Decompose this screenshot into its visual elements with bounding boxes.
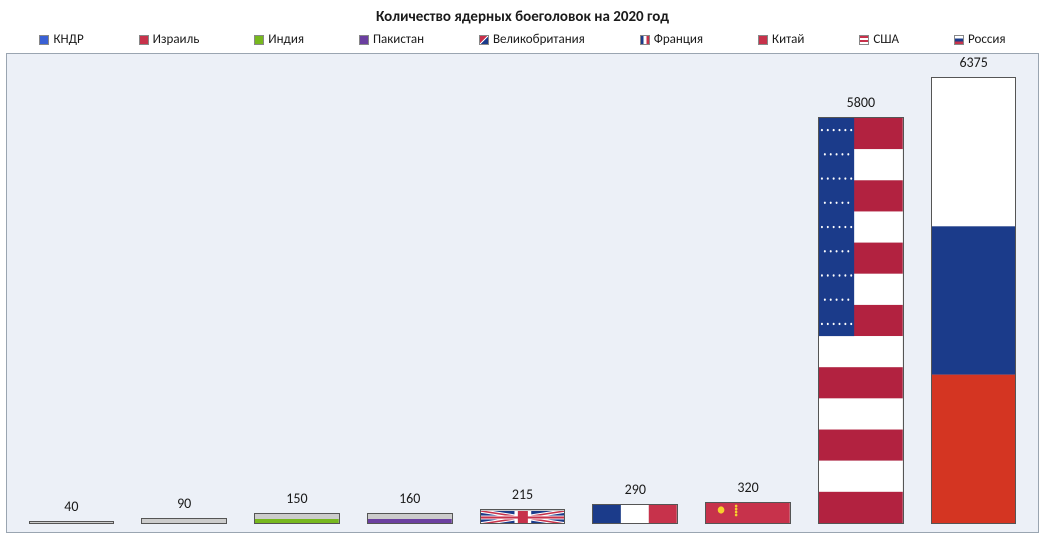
legend-swatch-icon — [39, 35, 49, 45]
bar-value-label: 6375 — [959, 54, 987, 71]
legend-label: Россия — [968, 32, 1006, 47]
bar-slot: 160 — [353, 54, 466, 524]
bar-slot: 320 — [692, 54, 805, 524]
legend-item: Израиль — [139, 32, 200, 47]
legend-item: Китай — [758, 32, 804, 47]
bar-slot: 5800 — [804, 54, 917, 524]
chart-bar — [931, 77, 1017, 524]
legend-label: Франция — [654, 32, 703, 47]
bar-slot: 290 — [579, 54, 692, 524]
legend-label: Пакистан — [373, 32, 424, 47]
legend-item: Пакистан — [359, 32, 424, 47]
bar-value-label: 290 — [625, 481, 646, 498]
bar-slot: 40 — [15, 54, 128, 524]
chart-bar — [705, 502, 791, 524]
bar-slot: 6375 — [917, 54, 1030, 524]
bar-value-label: 320 — [737, 479, 758, 496]
chart-bar — [480, 509, 566, 524]
legend-item: Индия — [254, 32, 304, 47]
chart-bar — [141, 518, 227, 524]
bar-value-label: 40 — [64, 498, 78, 515]
bar-slot: 215 — [466, 54, 579, 524]
legend-label: Израиль — [153, 32, 200, 47]
legend-swatch-icon — [479, 35, 489, 45]
legend-swatch-icon — [139, 35, 149, 45]
legend-swatch-icon — [758, 35, 768, 45]
chart-bar — [254, 513, 340, 524]
legend-label: Индия — [268, 32, 304, 47]
legend-swatch-icon — [254, 35, 264, 45]
legend-swatch-icon — [359, 35, 369, 45]
bar-value-label: 160 — [399, 490, 420, 507]
legend-label: США — [873, 32, 899, 47]
legend-item: Франция — [640, 32, 703, 47]
legend-swatch-icon — [859, 35, 869, 45]
legend-item: Великобритания — [479, 32, 585, 47]
bar-value-label: 150 — [286, 490, 307, 507]
legend-label: КНДР — [53, 32, 83, 47]
chart-bar — [29, 521, 115, 524]
bar-value-label: 5800 — [847, 94, 875, 111]
chart-bar — [818, 117, 904, 524]
legend-item: США — [859, 32, 899, 47]
legend-label: Китай — [772, 32, 804, 47]
chart-title: Количество ядерных боеголовок на 2020 го… — [0, 0, 1045, 30]
chart-bar — [592, 504, 678, 524]
legend-swatch-icon — [954, 35, 964, 45]
chart-plot-area: 40 90 150 160 215 290 320 5800 6375 — [6, 53, 1039, 533]
bar-value-label: 215 — [512, 486, 533, 503]
chart-bar — [367, 513, 453, 524]
legend-label: Великобритания — [493, 32, 585, 47]
bar-slot: 90 — [128, 54, 241, 524]
bar-value-label: 90 — [177, 495, 191, 512]
legend-item: Россия — [954, 32, 1006, 47]
chart-legend: КНДР Израиль Индия Пакистан Великобритания Фр… — [0, 30, 1045, 53]
bar-slot: 150 — [241, 54, 354, 524]
legend-swatch-icon — [640, 35, 650, 45]
nuclear-warheads-chart: Количество ядерных боеголовок на 2020 го… — [0, 0, 1045, 536]
legend-item: КНДР — [39, 32, 83, 47]
